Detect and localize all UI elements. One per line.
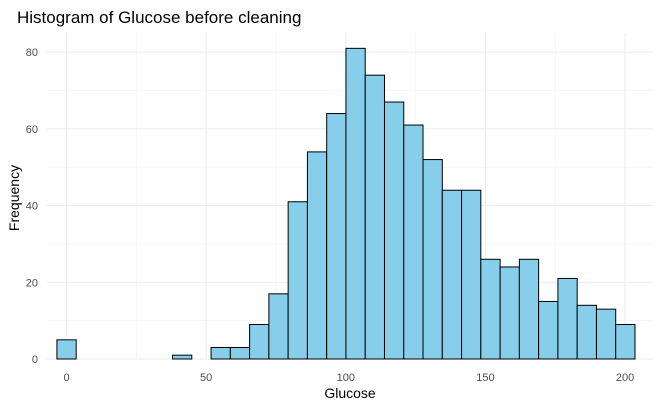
x-axis-tick-labels: 0 50 100 150 200	[63, 372, 634, 384]
histogram-bar	[268, 293, 289, 360]
y-tick-label: 40	[26, 201, 38, 213]
histogram-bar	[326, 113, 347, 360]
histogram-bar	[345, 47, 366, 360]
histogram-bar	[499, 266, 520, 360]
histogram-bar	[306, 151, 328, 360]
x-axis-title: Glucose	[324, 385, 376, 401]
y-tick-label: 20	[26, 277, 38, 289]
histogram-bar	[480, 258, 501, 360]
x-tick-label: 50	[200, 372, 212, 384]
histogram-bar	[403, 124, 424, 360]
y-axis-tick-labels: 0 20 40 60 80	[26, 47, 38, 366]
histogram-bar	[441, 189, 463, 360]
histogram-bar	[172, 354, 193, 360]
y-tick-label: 0	[32, 354, 38, 366]
histogram-bar	[576, 304, 597, 360]
histogram-bar	[518, 258, 540, 360]
y-tick-label: 80	[26, 47, 38, 59]
histogram-bar	[422, 159, 443, 360]
histogram-bar	[56, 339, 77, 360]
histogram-bar	[557, 277, 578, 360]
y-tick-label: 60	[26, 124, 38, 136]
x-tick-label: 200	[616, 372, 634, 384]
histogram-bar	[249, 323, 270, 360]
x-tick-label: 150	[476, 372, 494, 384]
histogram-bar	[595, 308, 617, 360]
histogram-bar	[364, 74, 385, 360]
histogram-bar	[229, 346, 251, 360]
histogram-bars	[56, 47, 636, 360]
histogram-bar	[210, 346, 231, 360]
chart-title: Histogram of Glucose before cleaning	[17, 8, 301, 27]
y-axis-title: Frequency	[6, 165, 22, 231]
x-tick-label: 0	[63, 372, 69, 384]
x-tick-label: 100	[337, 372, 355, 384]
histogram-bar	[615, 323, 636, 360]
histogram-bar	[287, 201, 308, 360]
histogram-bar	[383, 101, 405, 360]
histogram-bar	[538, 300, 559, 360]
histogram-bar	[461, 189, 482, 360]
